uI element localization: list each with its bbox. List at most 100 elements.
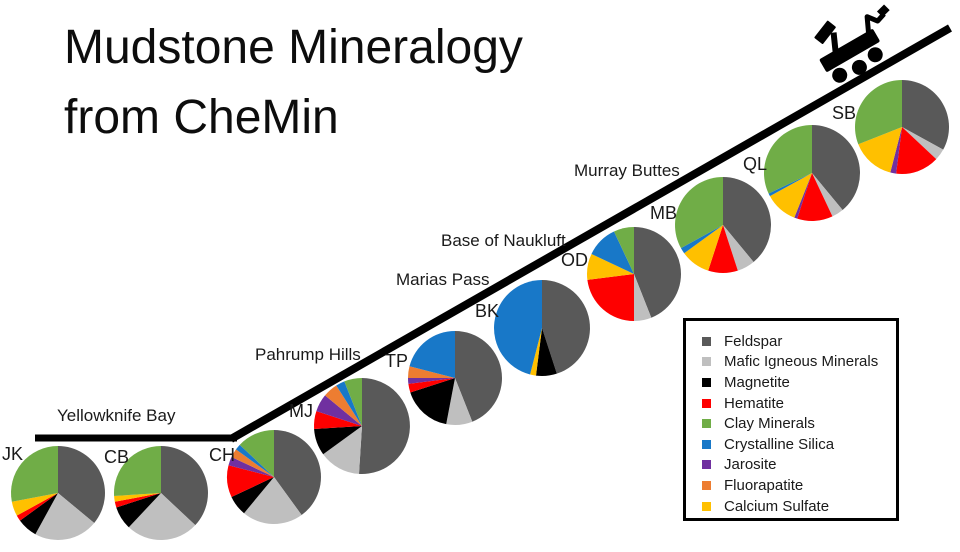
pie-TP-slice-mafic-igneous-minerals — [446, 378, 473, 426]
rover-icon — [814, 4, 890, 83]
pie-OD-slice-feldspar — [634, 227, 681, 318]
pie-OD — [586, 227, 681, 321]
location-label-murray-buttes: Murray Buttes — [574, 161, 680, 180]
pie-JK-slice-clay-minerals — [10, 446, 58, 502]
pie-CB-slice-clay-minerals — [113, 446, 161, 496]
page-title-line1: Mudstone Mineralogy — [64, 21, 523, 74]
pie-TP — [408, 331, 502, 426]
pie-SB-slice-jarosite — [890, 127, 902, 174]
pie-QL-slice-hematite — [797, 173, 833, 221]
sample-label-jk: JK — [2, 444, 24, 464]
pie-CH-slice-crystalline-silica — [235, 444, 274, 477]
pie-CB-slice-hematite — [114, 493, 161, 508]
sample-label-ch: CH — [209, 445, 235, 465]
pie-QL-slice-clay-minerals — [764, 125, 812, 194]
hematite-swatch-icon — [702, 398, 711, 408]
legend-item-label: Magnetite — [724, 373, 790, 391]
location-label-yellowknife-bay: Yellowknife Bay — [57, 406, 176, 425]
location-label-base-of-naukluft: Base of Naukluft — [441, 231, 566, 250]
pie-JK-slice-mafic-igneous-minerals — [35, 493, 95, 541]
pie-TP-slice-fluorapatite — [408, 366, 455, 378]
pie-OD-slice-crystalline-silica — [591, 231, 634, 274]
pie-QL-slice-jarosite — [794, 173, 812, 219]
pie-SB-slice-clay-minerals — [855, 80, 902, 145]
pie-QL-slice-crystalline-silica — [768, 173, 812, 197]
calcium-sulfate-swatch-icon — [702, 501, 711, 511]
pie-MB — [675, 177, 771, 273]
pie-QL-slice-feldspar — [812, 125, 860, 210]
pie-SB-slice-hematite — [896, 127, 937, 174]
legend-item-crystalline-silica: Crystalline Silica — [702, 434, 896, 455]
fluorapatite-swatch-icon — [702, 480, 711, 490]
pie-TP-slice-jarosite — [408, 378, 455, 384]
sample-label-mj: MJ — [289, 401, 313, 421]
pie-QL-slice-calcium-sulfate — [769, 173, 812, 218]
legend-item-label: Clay Minerals — [724, 415, 815, 433]
sample-label-tp: TP — [385, 351, 409, 371]
pie-MB-slice-calcium-sulfate — [684, 225, 723, 271]
sample-label-sb: SB — [832, 103, 857, 123]
traverse-line-slope — [229, 24, 952, 443]
pie-BK-slice-calcium-sulfate — [530, 328, 542, 376]
pie-JK-slice-calcium-sulfate — [11, 493, 58, 516]
legend-item-fluorapatite: Fluorapatite — [702, 475, 896, 496]
pie-TP-slice-hematite — [408, 378, 455, 393]
pie-CB-slice-magnetite — [116, 493, 161, 528]
pie-MB-slice-hematite — [708, 225, 738, 273]
legend-item-label: Fluorapatite — [724, 476, 804, 494]
legend-item-label: Feldspar — [724, 332, 783, 350]
pie-MB-slice-feldspar — [723, 177, 771, 262]
legend-item-magnetite: Magnetite — [702, 372, 896, 393]
pie-JK-slice-hematite — [16, 493, 59, 521]
pie-QL-slice-mafic-igneous-minerals — [812, 173, 843, 217]
pie-JK-slice-magnetite — [19, 493, 58, 535]
page-title: Mudstone Mineralogy from CheMin — [64, 13, 523, 153]
pie-BK-slice-crystalline-silica — [494, 280, 542, 375]
pie-TP-slice-crystalline-silica — [409, 331, 455, 378]
sample-label-ql: QL — [743, 154, 768, 174]
legend-item-calcium-sulfate: Calcium Sulfate — [702, 496, 896, 517]
sample-label-mb: MB — [650, 203, 677, 223]
pie-MB-slice-crystalline-silica — [680, 225, 723, 254]
pie-MJ-slice-feldspar — [358, 378, 410, 474]
pie-CB — [113, 446, 208, 540]
pie-MB-slice-clay-minerals — [675, 177, 723, 249]
legend-item-jarosite: Jarosite — [702, 455, 896, 476]
legend-item-mafic-igneous-minerals: Mafic Igneous Minerals — [702, 352, 896, 373]
pie-TP-slice-feldspar — [455, 331, 502, 422]
legend-item-label: Hematite — [724, 394, 785, 412]
magnetite-swatch-icon — [702, 377, 711, 387]
pie-SB — [855, 80, 950, 174]
sample-label-cb: CB — [104, 447, 130, 467]
feldspar-swatch-icon — [702, 336, 711, 346]
pie-CH-slice-mafic-igneous-minerals — [244, 477, 302, 524]
pie-CB-slice-calcium-sulfate — [114, 493, 161, 502]
pie-OD-slice-hematite — [587, 274, 634, 321]
pie-CH-slice-fluorapatite — [231, 449, 274, 477]
pies-layer — [10, 80, 950, 541]
clay-swatch-icon — [702, 419, 711, 429]
legend: Feldspar Mafic Igneous Minerals Magnetit… — [683, 318, 899, 521]
location-label-marias-pass: Marias Pass — [396, 270, 490, 289]
pie-JK — [10, 446, 105, 541]
silica-swatch-icon — [702, 439, 711, 449]
legend-item-clay-minerals: Clay Minerals — [702, 413, 896, 434]
pie-QL — [764, 125, 860, 221]
legend-item-label: Crystalline Silica — [724, 435, 835, 453]
pie-CH — [227, 430, 321, 524]
pie-MB-slice-mafic-igneous-minerals — [723, 225, 754, 271]
legend-item-label: Mafic Igneous Minerals — [724, 353, 879, 371]
pie-CB-slice-feldspar — [161, 446, 208, 526]
pie-MJ-slice-jarosite — [316, 395, 362, 426]
pie-BK-slice-feldspar — [542, 280, 590, 374]
pie-MJ-slice-fluorapatite — [325, 385, 362, 426]
pie-MJ-slice-hematite — [313, 411, 362, 430]
pie-SB-slice-feldspar — [902, 80, 950, 150]
sample-label-od: OD — [561, 250, 588, 270]
mafic-swatch-icon — [702, 357, 711, 367]
pie-CH-slice-jarosite — [228, 456, 274, 477]
pie-MJ — [313, 378, 410, 474]
pie-TP-slice-magnetite — [410, 378, 455, 425]
